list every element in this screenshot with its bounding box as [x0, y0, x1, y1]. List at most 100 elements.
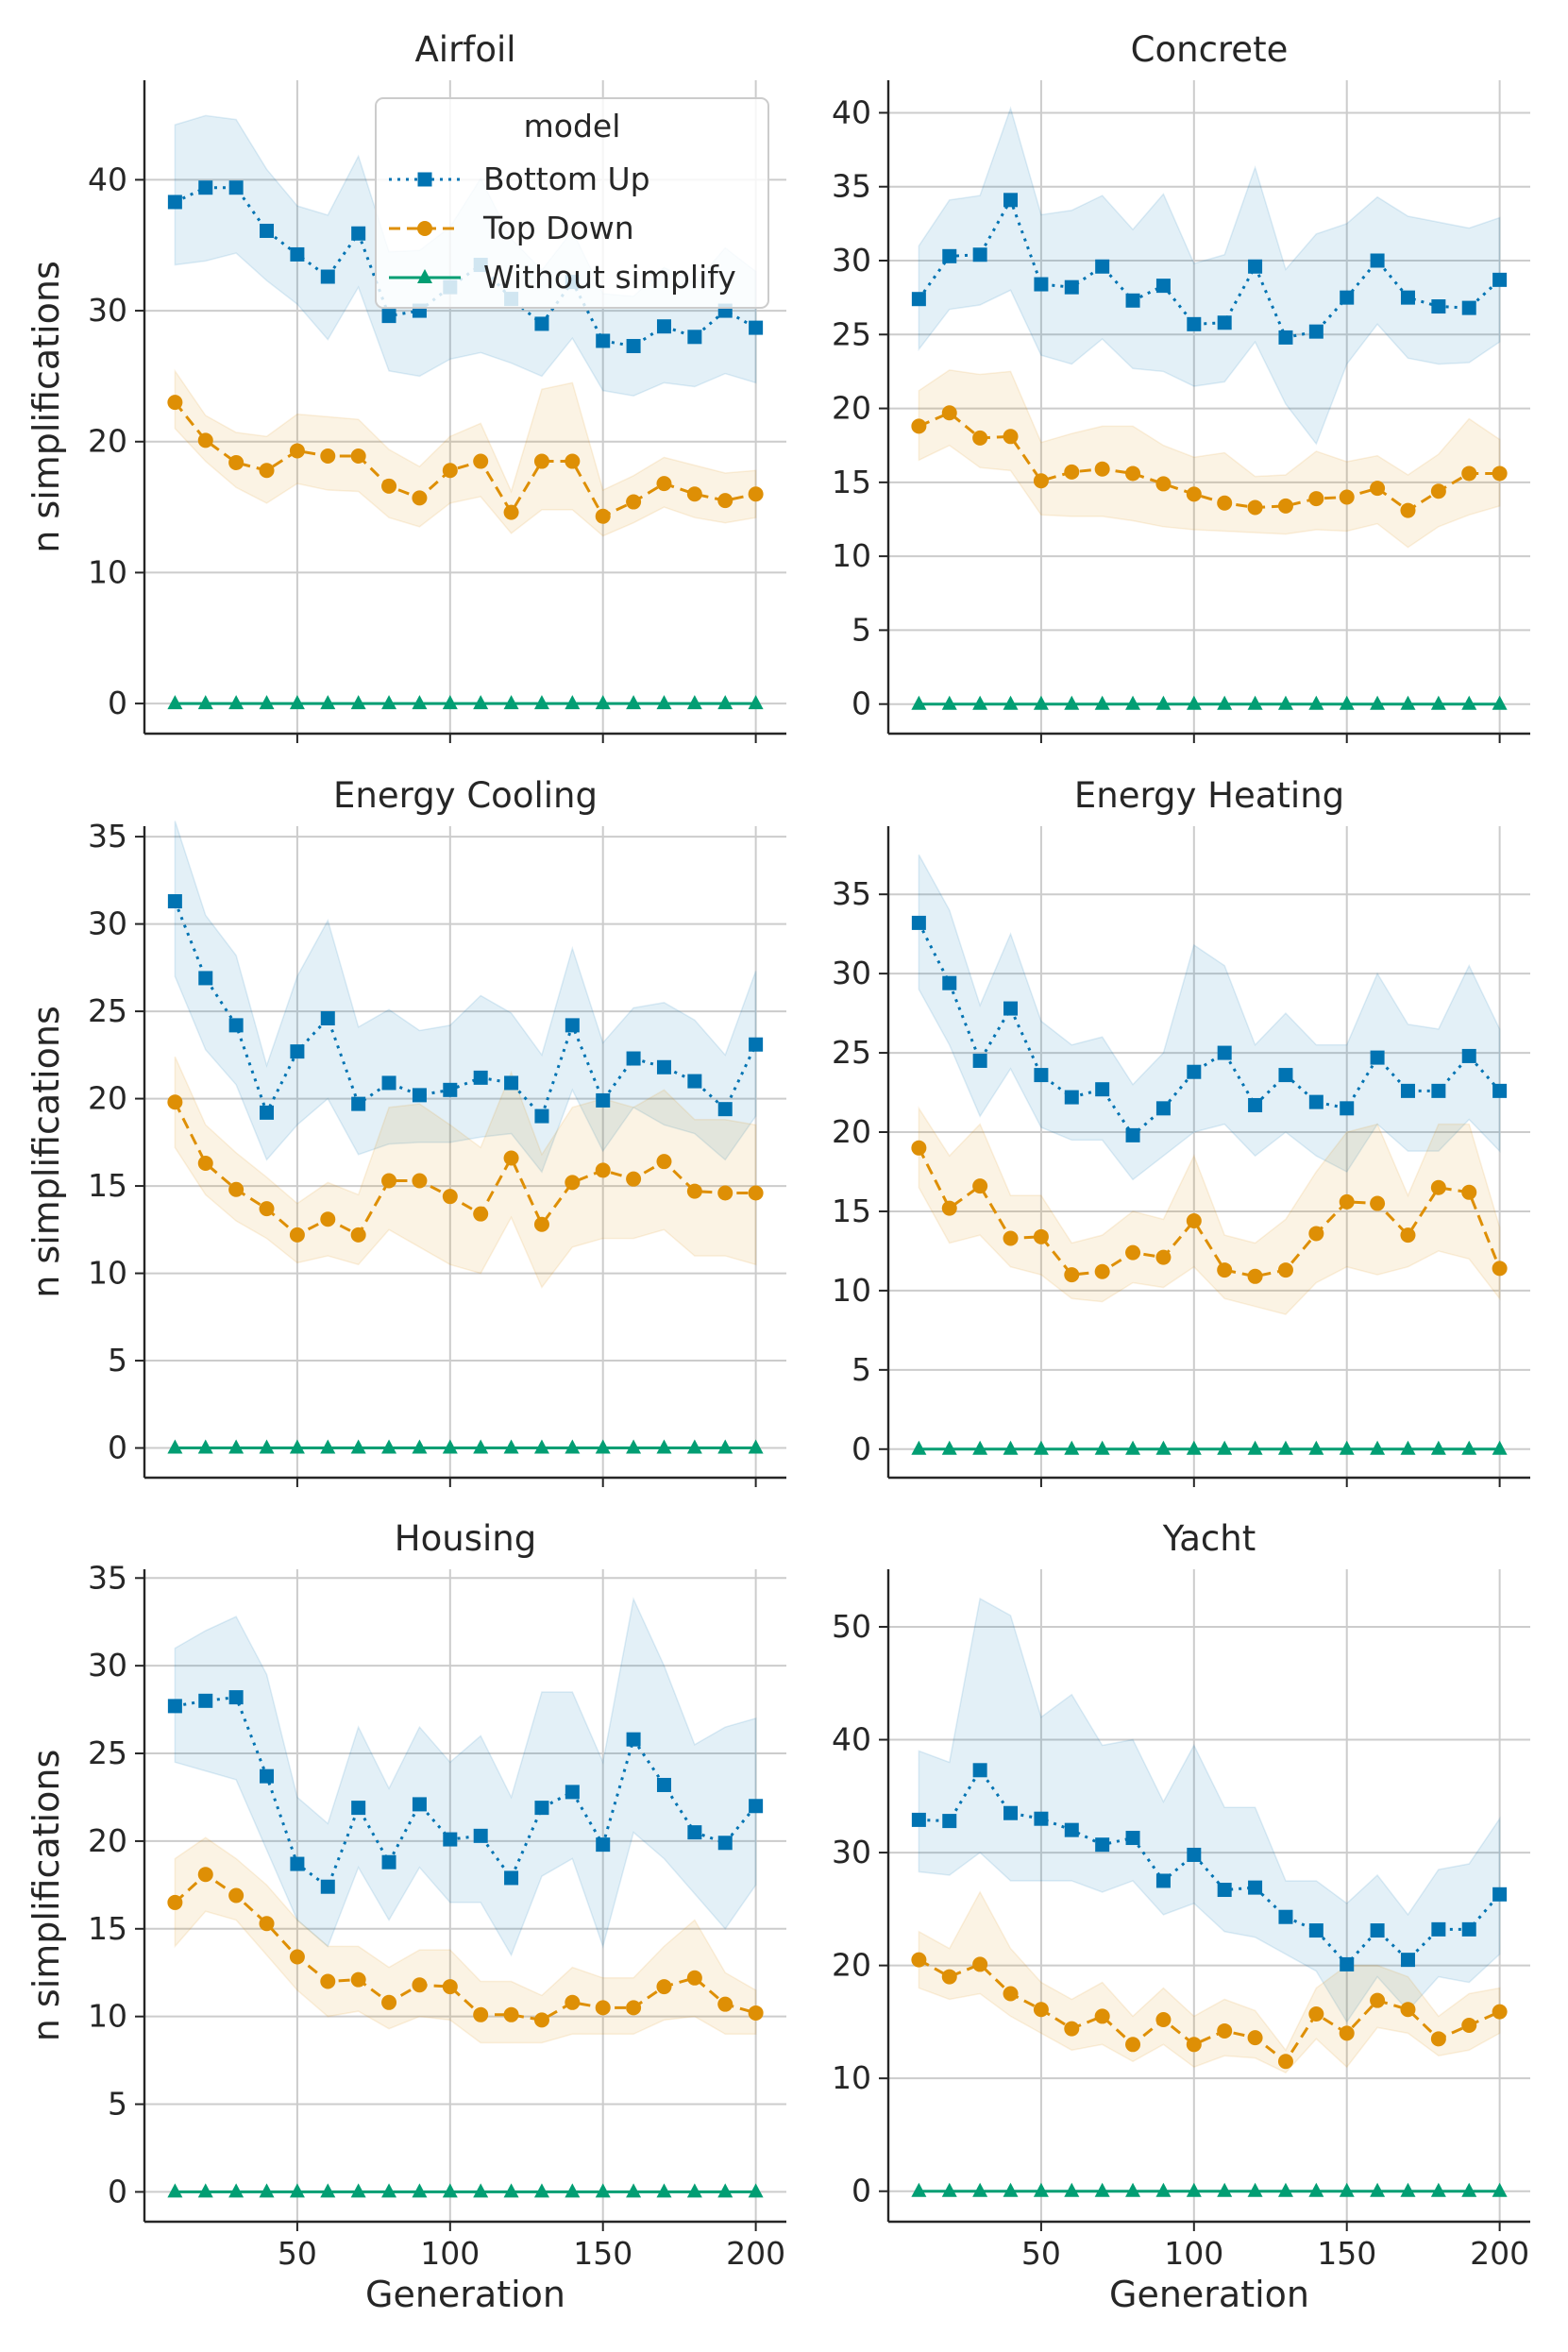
- point-bottom-up: [972, 247, 987, 262]
- point-without-simplify: [1094, 1440, 1110, 1455]
- point-without-simplify: [167, 1439, 183, 1454]
- point-bottom-up: [1034, 277, 1049, 292]
- point-bottom-up: [1187, 1847, 1202, 1862]
- point-bottom-up: [1308, 1923, 1324, 1938]
- point-bottom-up: [687, 330, 702, 345]
- x-tick-label: 200: [726, 2235, 785, 2272]
- point-bottom-up: [1431, 1083, 1446, 1098]
- point-top-down: [350, 1227, 366, 1243]
- point-top-down: [1370, 1195, 1386, 1211]
- point-without-simplify: [1339, 695, 1355, 710]
- point-without-simplify: [1400, 695, 1416, 710]
- panel-energy-heating: 0 5 10 15 20 25 30 35 Energy Heating: [832, 775, 1530, 1487]
- point-top-down: [717, 493, 733, 509]
- point-bottom-up: [443, 1082, 458, 1097]
- y-tick-label: 15: [832, 1193, 871, 1229]
- point-without-simplify: [320, 695, 336, 710]
- point-without-simplify: [442, 2183, 458, 2198]
- point-top-down: [1247, 2030, 1263, 2046]
- point-bottom-up: [972, 1053, 987, 1068]
- point-bottom-up: [1064, 1822, 1079, 1837]
- point-bottom-up: [381, 1854, 396, 1870]
- point-bottom-up: [1248, 1880, 1263, 1895]
- panel-housing: 0 5 10 15 20 25 30 35 50 100 150 200 Housing n simpli…: [25, 1518, 786, 2315]
- legend-marker: [417, 221, 432, 236]
- point-bottom-up: [443, 1832, 458, 1847]
- point-without-simplify: [503, 2183, 519, 2198]
- point-bottom-up: [687, 1074, 702, 1089]
- point-bottom-up: [596, 1837, 611, 1853]
- panel-title: Airfoil: [414, 29, 515, 70]
- point-without-simplify: [565, 1439, 581, 1454]
- point-without-simplify: [350, 1439, 366, 1454]
- point-top-down: [1461, 1184, 1477, 1200]
- point-top-down: [941, 1969, 957, 1985]
- point-without-simplify: [442, 1439, 458, 1454]
- y-tick-label: 10: [88, 1255, 127, 1292]
- point-bottom-up: [911, 915, 926, 930]
- point-bottom-up: [473, 1828, 488, 1843]
- point-without-simplify: [972, 695, 988, 710]
- point-top-down: [533, 1216, 549, 1232]
- point-without-simplify: [1186, 695, 1202, 710]
- point-top-down: [686, 486, 702, 502]
- point-without-simplify: [1492, 2182, 1508, 2197]
- point-top-down: [1003, 1230, 1019, 1246]
- y-tick-label: 5: [851, 1351, 871, 1388]
- point-top-down: [1492, 2004, 1508, 2020]
- band-bottom-up: [918, 854, 1501, 1181]
- point-without-simplify: [1186, 1440, 1202, 1455]
- y-tick-label: 0: [108, 1430, 127, 1466]
- point-bottom-up: [1095, 1082, 1110, 1097]
- point-without-simplify: [1400, 1440, 1416, 1455]
- point-top-down: [1033, 473, 1049, 489]
- point-top-down: [1064, 2021, 1080, 2037]
- point-bottom-up: [1003, 1805, 1019, 1820]
- point-bottom-up: [1095, 259, 1110, 274]
- y-tick-label: 10: [88, 1998, 127, 2035]
- point-bottom-up: [260, 1768, 275, 1784]
- point-without-simplify: [1277, 695, 1293, 710]
- point-top-down: [972, 1178, 988, 1194]
- point-without-simplify: [412, 695, 428, 710]
- x-tick-label: 150: [573, 2235, 632, 2272]
- band-bottom-up: [918, 106, 1501, 446]
- band-top-down: [174, 1056, 757, 1289]
- point-without-simplify: [1400, 2182, 1416, 2197]
- point-without-simplify: [533, 1439, 549, 1454]
- point-without-simplify: [748, 695, 764, 710]
- point-without-simplify: [1308, 2182, 1324, 2197]
- point-without-simplify: [320, 1439, 336, 1454]
- y-axis-label: n simplifications: [25, 1006, 67, 1297]
- point-without-simplify: [911, 2182, 927, 2197]
- point-top-down: [595, 1162, 611, 1178]
- point-bottom-up: [412, 1797, 427, 1812]
- point-bottom-up: [1370, 1050, 1385, 1065]
- point-top-down: [197, 1156, 213, 1172]
- point-bottom-up: [942, 248, 957, 263]
- point-top-down: [442, 1189, 458, 1205]
- point-without-simplify: [167, 2183, 183, 2198]
- point-bottom-up: [911, 292, 926, 307]
- x-axis-label: Generation: [1109, 2274, 1309, 2315]
- point-top-down: [1339, 489, 1355, 505]
- panel-yacht: 0 10 20 30 40 50 50 100 150 200 Yacht Generation: [832, 1518, 1530, 2315]
- panel-title: Concrete: [1131, 29, 1289, 70]
- point-top-down: [1370, 481, 1386, 497]
- y-tick-label: 10: [832, 1272, 871, 1309]
- point-top-down: [350, 448, 366, 465]
- x-tick-label: 200: [1470, 2235, 1529, 2272]
- point-top-down: [1155, 1249, 1172, 1265]
- y-tick-label: 40: [832, 1721, 871, 1758]
- point-without-simplify: [748, 1439, 764, 1454]
- point-top-down: [941, 1200, 957, 1216]
- y-tick-label: 35: [88, 1559, 127, 1596]
- point-top-down: [1186, 2037, 1202, 2053]
- point-bottom-up: [320, 1879, 335, 1894]
- panel-energy-cooling: 0 5 10 15 20 25 30 35 Energy Cooling n simplifica…: [25, 775, 786, 1487]
- point-top-down: [626, 2000, 642, 2016]
- point-bottom-up: [656, 1777, 671, 1792]
- panel-title: Yacht: [1162, 1518, 1256, 1559]
- point-top-down: [626, 1171, 642, 1187]
- band-top-down: [918, 1106, 1501, 1315]
